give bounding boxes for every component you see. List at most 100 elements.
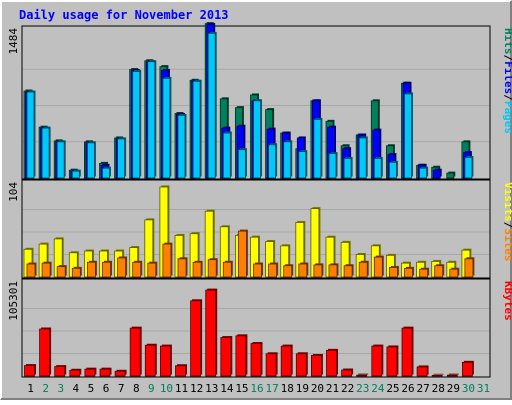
sites-bar-4-face — [71, 267, 81, 278]
x-label-day-6: 6 — [103, 382, 110, 395]
legend-separator: / — [502, 222, 512, 229]
sites-bar-21-face — [328, 264, 338, 278]
x-label-day-14: 14 — [220, 382, 234, 395]
kbytes-bar-1-face — [24, 365, 35, 377]
sites-bar-8 — [132, 260, 143, 278]
sites-bar-22-face — [343, 265, 353, 278]
pages-bar-16-face — [253, 100, 261, 179]
pages-bar-25-face — [388, 161, 397, 179]
sites-bar-11 — [177, 257, 188, 278]
legend-pages: Pages — [502, 101, 512, 134]
pages-bar-14-face — [222, 132, 231, 179]
kbytes-bar-5-face — [84, 368, 96, 377]
kbytes-bar-8 — [129, 326, 142, 377]
x-label-day-2: 2 — [42, 382, 49, 395]
sites-bar-10 — [162, 242, 173, 278]
pages-bar-23-face — [358, 137, 367, 179]
files-bar-28 — [432, 168, 442, 179]
pages-bar-2 — [41, 126, 51, 179]
kbytes-bar-22-face — [341, 369, 353, 377]
sites-bar-26 — [404, 266, 414, 278]
sites-bar-9 — [147, 261, 158, 278]
kbytes-bar-13 — [205, 288, 218, 377]
pages-bar-3 — [56, 140, 66, 179]
x-label-day-12: 12 — [190, 382, 203, 395]
x-label-day-9: 9 — [148, 382, 155, 395]
x-label-day-8: 8 — [133, 382, 140, 395]
kbytes-bar-11 — [175, 364, 187, 377]
pages-bar-4-face — [71, 170, 80, 179]
kbytes-bar-27 — [416, 365, 429, 377]
pages-bar-26-face — [404, 93, 412, 179]
sites-bar-30 — [464, 257, 475, 278]
pages-bar-10-face — [162, 77, 171, 179]
kbytes-bar-22 — [341, 368, 354, 377]
pages-bar-19 — [298, 150, 308, 179]
x-label-day-5: 5 — [88, 382, 95, 395]
sites-bar-21 — [328, 263, 339, 278]
pages-bar-17-face — [268, 144, 277, 179]
kbytes-bar-24-face — [371, 345, 383, 377]
sites-bar-13 — [207, 258, 218, 278]
x-label-day-11: 11 — [175, 382, 188, 395]
pages-bar-15 — [237, 148, 247, 179]
files-bar-28-face — [432, 169, 441, 179]
kbytes-bar-29-shadow — [448, 373, 459, 375]
series-sites — [26, 229, 475, 278]
kbytes-bar-30 — [461, 360, 474, 377]
x-label-day-25: 25 — [386, 382, 399, 395]
kbytes-bar-23 — [356, 373, 369, 377]
kbytes-bar-26-face — [401, 327, 413, 377]
pages-bar-23 — [358, 136, 368, 179]
kbytes-bar-8-face — [129, 327, 141, 377]
panel-visits_sites-ymax-label: 104 — [7, 182, 20, 202]
sites-bar-14-face — [222, 261, 232, 278]
kbytes-bar-9-face — [144, 344, 156, 377]
panel-hits_files_pages-legend: Hits/Files/Pages — [502, 28, 512, 134]
panel-visits_sites-legend: Visits/Sites — [502, 182, 512, 262]
kbytes-bar-7-face — [114, 370, 126, 377]
sites-bar-5-face — [87, 261, 96, 278]
x-label-day-16: 16 — [250, 382, 263, 395]
legend-separator: / — [502, 94, 512, 101]
x-label-day-26: 26 — [401, 382, 414, 395]
panel-kbytes-legend: KBytes — [502, 281, 512, 321]
chart-panels — [21, 22, 491, 378]
pages-bar-12 — [192, 79, 202, 179]
pages-bar-5-face — [87, 142, 95, 179]
sites-bar-6 — [102, 260, 112, 278]
legend-files: Files — [502, 61, 512, 94]
pages-bar-25 — [388, 160, 398, 179]
kbytes-bar-13-face — [205, 289, 217, 377]
sites-bar-12 — [192, 260, 203, 278]
kbytes-bar-4-face — [69, 369, 81, 377]
sites-bar-23 — [358, 260, 369, 278]
kbytes-bar-2-face — [39, 328, 50, 377]
sites-bar-13-face — [207, 259, 217, 278]
pages-bar-5 — [87, 141, 96, 179]
kbytes-bar-17-face — [265, 353, 277, 377]
kbytes-bar-6-face — [99, 368, 111, 377]
kbytes-bar-3-face — [54, 366, 66, 377]
panel-kbytes — [21, 278, 491, 378]
sites-bar-28-face — [434, 265, 444, 278]
x-label-day-17: 17 — [266, 382, 279, 395]
panel-kbytes-ymax-label: 105301 — [7, 281, 20, 321]
x-label-day-30: 30 — [462, 382, 475, 395]
sites-bar-24 — [373, 255, 384, 278]
kbytes-bar-28 — [431, 373, 444, 377]
kbytes-bar-15-face — [235, 335, 247, 377]
sites-bar-1 — [26, 262, 37, 278]
kbytes-bar-16-face — [250, 343, 262, 377]
pages-bar-27 — [419, 166, 429, 179]
hits-bar-29-face — [446, 172, 455, 179]
pages-bar-26 — [404, 92, 413, 179]
kbytes-bar-14 — [220, 336, 233, 377]
kbytes-bar-16 — [250, 342, 263, 377]
sites-bar-11-face — [177, 258, 187, 278]
y-axis-max-labels: 1484 104 105301 — [7, 28, 20, 321]
sites-bar-16 — [253, 262, 263, 278]
